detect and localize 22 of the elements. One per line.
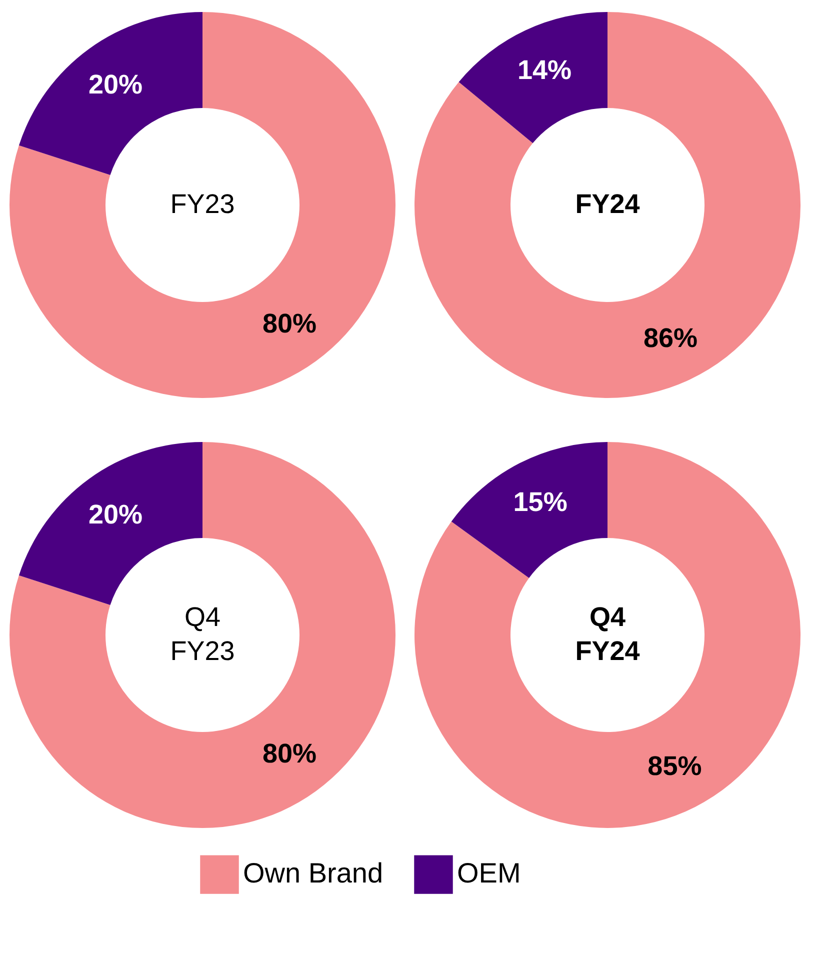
data-label: 80% xyxy=(262,738,317,769)
donut-slice xyxy=(414,442,800,828)
donut-slice xyxy=(10,442,396,828)
donut-slice xyxy=(18,12,202,176)
donut-slice xyxy=(18,442,202,606)
data-label: 15% xyxy=(513,487,568,518)
data-label: 20% xyxy=(88,69,143,100)
text: FY23 xyxy=(170,189,235,219)
text: Q4 FY24 xyxy=(575,602,640,666)
data-label: 20% xyxy=(88,499,143,530)
text: Q4 FY23 xyxy=(170,602,235,666)
text: FY24 xyxy=(575,189,640,219)
data-label: 86% xyxy=(643,322,698,353)
donut-slice xyxy=(10,12,396,398)
legend-label: OEM xyxy=(457,858,521,889)
donut-slice xyxy=(458,12,608,144)
donut-slice xyxy=(451,442,608,578)
legend-label: Own Brand xyxy=(243,858,384,889)
data-label: 14% xyxy=(517,55,572,86)
data-label: 85% xyxy=(648,750,702,781)
donut-slice xyxy=(414,12,800,398)
data-label: 80% xyxy=(262,308,317,339)
